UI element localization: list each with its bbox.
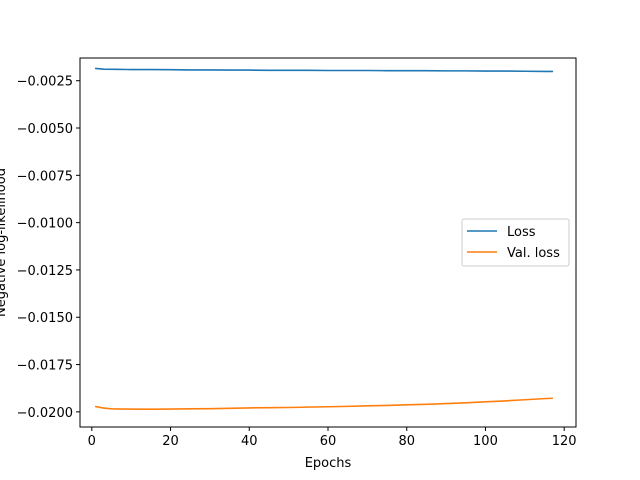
x-axis: 0 20 40 60 80 100 120 [88, 427, 577, 449]
y-axis: −0.0025 −0.0050 −0.0075 −0.0100 −0.0125 −0.01… [17, 75, 80, 421]
series-line-val-loss [94, 397, 554, 411]
y-tick-label: −0.0175 [17, 359, 73, 374]
x-tick-label: 40 [241, 434, 258, 449]
y-tick-label: −0.0025 [17, 75, 73, 90]
x-tick-label: 100 [473, 434, 498, 449]
legend: Loss Val. loss [461, 218, 570, 267]
y-tick-label: −0.0050 [17, 122, 73, 137]
legend-label: Val. loss [507, 246, 560, 261]
x-tick-label: 120 [552, 434, 577, 449]
x-tick-label: 20 [162, 434, 179, 449]
y-tick-label: −0.0125 [17, 264, 73, 279]
series-line-loss [94, 67, 554, 73]
y-tick-label: −0.0150 [17, 311, 73, 326]
x-tick-label: 80 [398, 434, 415, 449]
x-tick-label: 60 [320, 434, 337, 449]
x-axis-label: Epochs [305, 456, 352, 471]
series-layer [94, 67, 554, 411]
y-tick-label: −0.0075 [17, 169, 73, 184]
y-axis-label: Negative log-likelihood [0, 168, 9, 317]
x-tick-label: 0 [88, 434, 96, 449]
y-tick-label: −0.0100 [17, 217, 73, 232]
y-tick-label: −0.0200 [17, 406, 73, 421]
legend-label: Loss [507, 225, 536, 240]
